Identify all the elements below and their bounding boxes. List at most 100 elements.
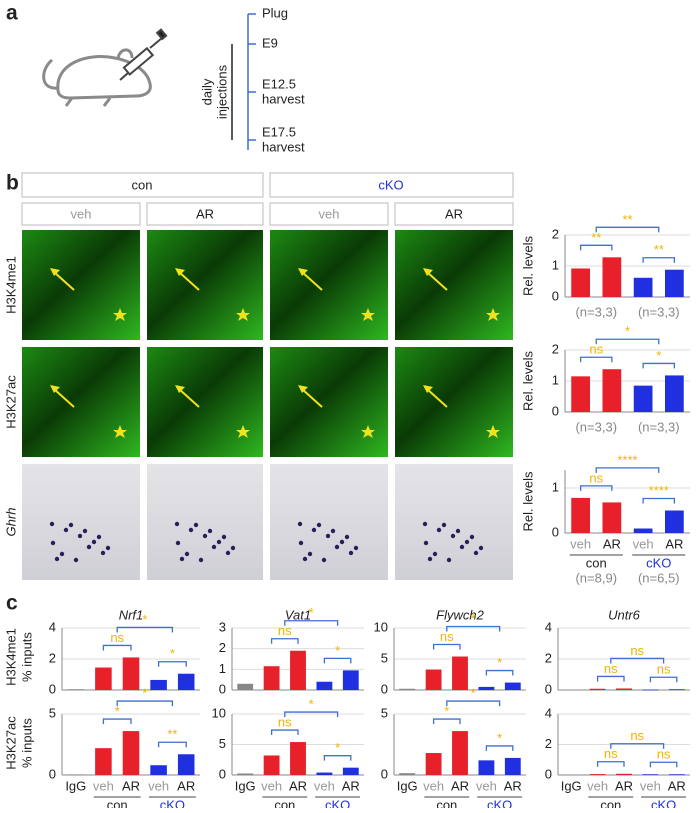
significance-label: ** — [622, 212, 632, 227]
row-label: H3K4me1 — [3, 256, 18, 314]
significance-label: ns — [630, 728, 644, 743]
y-tick-label: 4 — [545, 619, 552, 634]
bar — [316, 772, 333, 775]
stain-dot — [422, 521, 428, 527]
chart-title: Untr6 — [608, 607, 641, 622]
stain-dot — [211, 544, 217, 550]
stain-dot — [427, 556, 433, 562]
bar — [571, 497, 590, 533]
x-tick-label: veh — [93, 778, 114, 793]
arrow — [178, 388, 200, 408]
stain-dot — [473, 550, 479, 556]
significance-bracket — [649, 761, 678, 768]
significance-label: * — [656, 348, 661, 363]
x-tick-label: veh — [570, 536, 591, 551]
significance-bracket — [432, 718, 461, 725]
stain-dot — [105, 545, 111, 551]
asterisk-mark — [236, 425, 250, 438]
stain-dot — [307, 551, 313, 557]
y-axis-label: Rel. levels — [520, 471, 535, 531]
group-label: con — [436, 797, 457, 808]
stain-dot — [193, 522, 199, 528]
bar — [122, 657, 140, 690]
x-tick-label: veh — [423, 778, 444, 793]
significance-label: * — [115, 704, 120, 719]
significance-bracket — [270, 729, 299, 736]
significance-bracket — [157, 661, 187, 667]
significance-bracket — [102, 644, 132, 651]
significance-bracket — [579, 244, 613, 251]
timeline-label: E12.5 — [262, 76, 296, 91]
stain-dot — [225, 550, 231, 556]
significance-label: **** — [617, 452, 637, 467]
x-tick-label: veh — [148, 778, 169, 793]
x-tick-label: AR — [615, 778, 633, 793]
y-tick-label: 10 — [212, 705, 226, 720]
x-tick-label: IgG — [235, 778, 256, 793]
bar — [342, 767, 359, 775]
y-tick-label: 0 — [381, 766, 388, 781]
significance-label: * — [309, 605, 314, 620]
group-label: con — [274, 797, 295, 808]
bar — [616, 688, 632, 690]
micrograph — [395, 230, 513, 340]
y-tick-label: 2 — [552, 226, 559, 241]
significance-label: * — [309, 696, 314, 711]
significance-label: ns — [604, 661, 618, 676]
stain-dot — [436, 527, 442, 533]
group-label: con — [586, 555, 607, 570]
significance-label: ns — [278, 714, 292, 729]
significance-bracket — [116, 700, 174, 707]
row-label: Ghrh — [3, 508, 18, 537]
n-label: (n=3,3) — [638, 419, 680, 434]
y-tick-label: 1 — [552, 372, 559, 387]
syringe — [119, 28, 168, 81]
stain-dot — [100, 550, 106, 556]
stain-dot — [330, 528, 336, 534]
bar — [290, 742, 306, 775]
significance-bracket — [595, 226, 660, 233]
y-tick-label: 0 — [49, 766, 56, 781]
arrow — [426, 271, 448, 291]
stain-dot — [334, 544, 340, 550]
timeline-label: harvest — [262, 139, 305, 154]
significance-bracket — [432, 643, 461, 650]
stain-dot — [175, 540, 181, 546]
stain-dot — [325, 533, 331, 539]
stain-dot — [348, 550, 354, 556]
y-tick-label: 0 — [545, 766, 552, 781]
x-tick-label: IgG — [397, 778, 418, 793]
group-label: cKO — [160, 797, 185, 808]
bar — [616, 773, 632, 775]
bar — [642, 689, 659, 691]
significance-bracket — [596, 761, 625, 767]
panel-letter: b — [6, 172, 19, 195]
significance-label: * — [142, 686, 147, 701]
panel-letter: a — [6, 2, 18, 25]
significance-label: ns — [630, 643, 644, 658]
stain-dot — [207, 528, 213, 534]
bar — [122, 731, 140, 775]
arrow-head — [298, 385, 308, 393]
bar — [571, 376, 590, 412]
y-tick-label: 5 — [381, 650, 388, 665]
bar — [237, 683, 254, 690]
timeline-label: harvest — [262, 91, 305, 106]
chart-title: Nrf1 — [119, 607, 144, 622]
bar — [571, 268, 590, 297]
bar — [177, 673, 195, 690]
n-label: (n=3,3) — [638, 304, 680, 319]
bar — [150, 679, 167, 690]
x-tick-label: IgG — [561, 778, 582, 793]
significance-bracket — [649, 676, 678, 683]
significance-label: * — [497, 655, 502, 670]
bar — [668, 774, 685, 776]
row-label: H3K27ac — [3, 716, 18, 770]
significance-label: * — [170, 646, 175, 661]
asterisk-mark — [361, 308, 375, 321]
stain-dot — [50, 540, 56, 546]
bar — [633, 277, 653, 297]
asterisk-mark — [361, 425, 375, 438]
n-label: (n=3,3) — [575, 304, 617, 319]
